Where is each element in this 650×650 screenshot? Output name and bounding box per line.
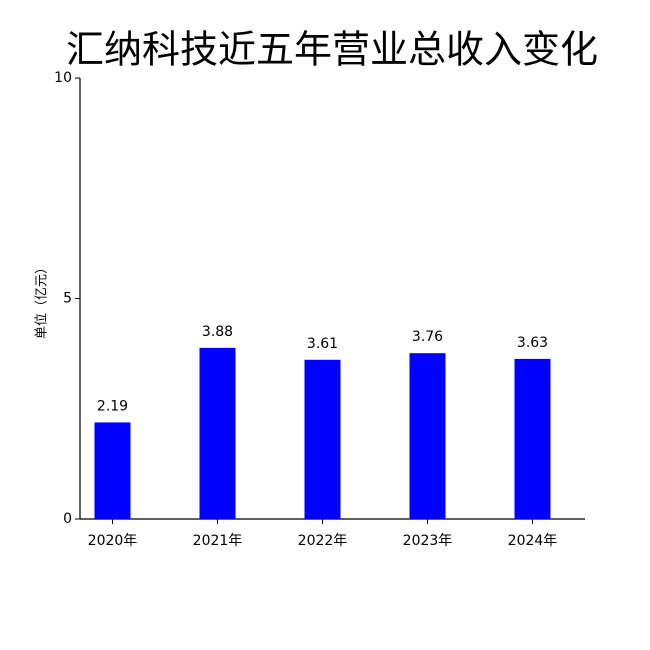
y-tick-label: 5 (63, 291, 72, 307)
bar (514, 358, 551, 519)
data-label: 3.63 (517, 335, 548, 351)
bar (409, 353, 446, 519)
bar (199, 347, 236, 519)
data-label: 3.76 (412, 329, 443, 345)
data-label: 3.88 (202, 324, 233, 340)
data-label: 3.61 (307, 336, 338, 352)
y-tick-label: 0 (63, 511, 72, 527)
x-tick-label: 2021年 (193, 533, 243, 549)
x-tick-label: 2022年 (298, 533, 348, 549)
x-tick-label: 2020年 (88, 533, 138, 549)
y-tick-label: 10 (54, 70, 72, 86)
chart-title: 汇纳科技近五年营业总收入变化 (66, 28, 598, 72)
bar (304, 359, 341, 519)
x-tick-label: 2024年 (508, 533, 558, 549)
data-label: 2.19 (97, 398, 128, 414)
x-tick-label: 2023年 (403, 533, 453, 549)
bar (94, 422, 131, 519)
y-axis-label: 单位（亿元） (35, 261, 50, 339)
